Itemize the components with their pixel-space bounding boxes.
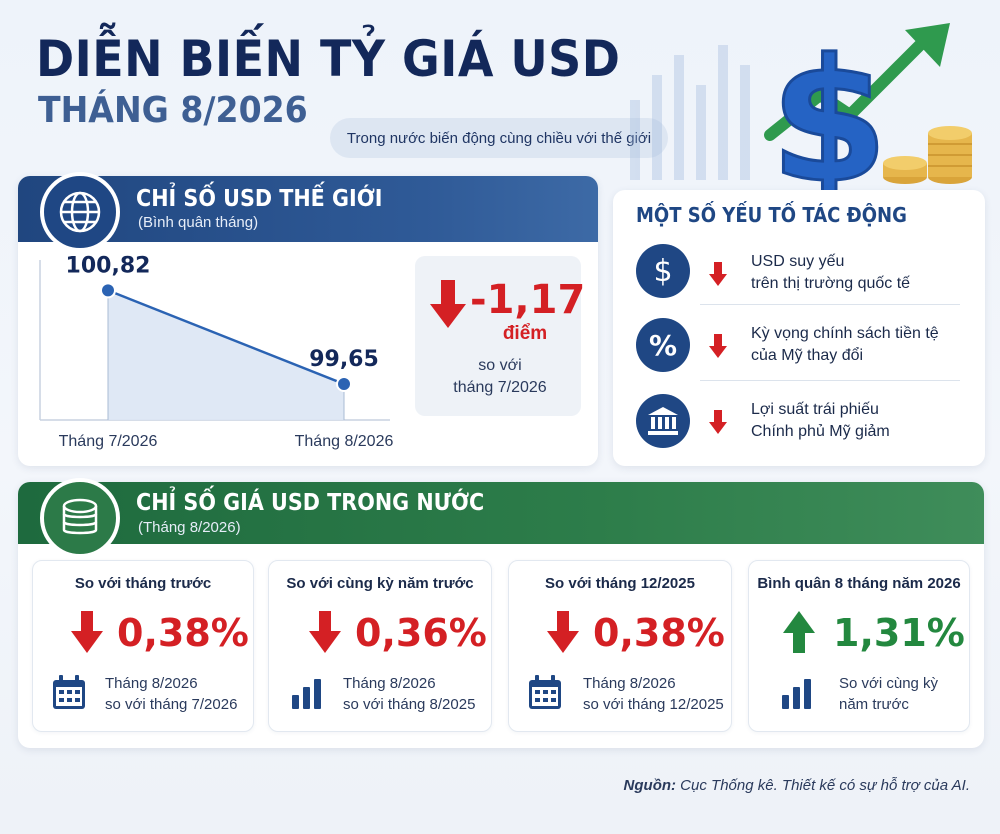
box-heading: So với tháng trước <box>74 575 212 592</box>
box-note: Tháng 8/2026 so với tháng 7/2026 <box>105 675 238 713</box>
down-arrow-icon <box>309 611 341 653</box>
dollar-icon: $ <box>636 244 690 298</box>
domestic-box-8-month-average: Bình quân 8 tháng năm 2026 1,31% So với … <box>748 560 970 732</box>
impact-factors-title: MỘT SỐ YẾU TỐ TÁC ĐỘNG <box>636 203 907 227</box>
box-value: 0,38% <box>593 611 725 655</box>
factor-down-arrow-icon <box>709 262 727 286</box>
world-index-title: CHỈ SỐ USD THẾ GIỚI <box>136 186 383 212</box>
factor-down-arrow-icon <box>709 410 727 434</box>
box-note: Tháng 8/2026 so với tháng 8/2025 <box>343 675 476 713</box>
factor-item-1: Kỳ vọng chính sách tiền tệ của Mỹ thay đổ… <box>751 325 939 364</box>
world-index-subtitle: (Bình quân tháng) <box>138 214 259 231</box>
down-arrow-icon <box>547 611 579 653</box>
world-index-line-chart: 100,82 99,65 Tháng 7/2026 Tháng 8/2026 <box>39 253 394 450</box>
calendar-icon <box>529 675 561 709</box>
down-arrow-icon <box>430 280 466 328</box>
x-tick-label-1: Tháng 8/2026 <box>295 433 394 450</box>
box-heading: Bình quân 8 tháng năm 2026 <box>757 575 961 592</box>
data-label-0: 100,82 <box>66 253 151 278</box>
domestic-box-month: So với tháng trước 0,38% Tháng 8/2026 so … <box>32 560 254 732</box>
domestic-index-subtitle: (Tháng 8/2026) <box>138 519 241 536</box>
page-subtitle: THÁNG 8/2026 <box>38 90 308 131</box>
world-index-change-unit: điểm <box>502 323 548 344</box>
tagline-pill: Trong nước biến động cùng chiều với thế … <box>330 118 668 158</box>
bank-icon <box>636 394 690 448</box>
series-area-fill <box>108 290 344 420</box>
dollar-sign-icon: $ <box>770 23 888 195</box>
percent-icon: % <box>636 318 690 372</box>
factor-divider <box>700 304 960 305</box>
data-point-1 <box>336 376 352 392</box>
world-index-compare-line2: tháng 7/2026 <box>453 379 547 396</box>
box-note: So với cùng kỳ năm trước <box>839 675 939 713</box>
domestic-box-year-over-year: So với cùng kỳ năm trước 0,36% Tháng 8/2… <box>268 560 492 732</box>
box-value: 0,36% <box>355 611 487 655</box>
factor-divider <box>700 380 960 381</box>
bar-chart-icon <box>782 679 811 709</box>
background-bars-icon <box>630 45 750 180</box>
data-point-0 <box>100 282 116 299</box>
world-index-change-value: -1,17 <box>470 277 586 323</box>
world-index-compare-line1: so với <box>478 357 522 374</box>
down-arrow-icon <box>71 611 103 653</box>
series-line <box>107 289 345 386</box>
box-note: Tháng 8/2026 so với tháng 12/2025 <box>583 675 724 713</box>
source-note: Nguồn: Cục Thống kê. Thiết kế có sự hỗ t… <box>623 777 970 794</box>
domestic-usd-index-banner: CHỈ SỐ GIÁ USD TRONG NƯỚC (Tháng 8/2026) <box>18 482 984 544</box>
up-arrow-icon <box>783 611 815 653</box>
bar-chart-icon <box>292 679 321 709</box>
coins-icon <box>40 478 120 558</box>
box-value: 1,31% <box>833 611 965 655</box>
box-value: 0,38% <box>117 611 249 655</box>
domestic-box-vs-december: So với tháng 12/2025 0,38% Tháng 8/2026 s… <box>508 560 732 732</box>
domestic-index-title: CHỈ SỐ GIÁ USD TRONG NƯỚC <box>136 490 485 516</box>
box-heading: So với cùng kỳ năm trước <box>286 575 474 592</box>
coin-stack-icon <box>883 126 972 184</box>
globe-icon <box>40 172 120 252</box>
dollar-growth-illustration: $ <box>630 22 972 195</box>
page-title: DIỄN BIẾN TỶ GIÁ USD <box>36 30 621 88</box>
growth-arrow-icon <box>764 39 926 141</box>
data-label-1: 99,65 <box>309 347 379 372</box>
factor-down-arrow-icon <box>709 334 727 358</box>
x-tick-label-0: Tháng 7/2026 <box>59 433 158 450</box>
box-heading: So với tháng 12/2025 <box>545 575 695 592</box>
factor-item-0: USD suy yếu trên thị trường quốc tế <box>751 253 911 292</box>
factor-item-2: Lợi suất trái phiếu Chính phủ Mỹ giảm <box>751 401 890 440</box>
calendar-icon <box>53 675 85 709</box>
